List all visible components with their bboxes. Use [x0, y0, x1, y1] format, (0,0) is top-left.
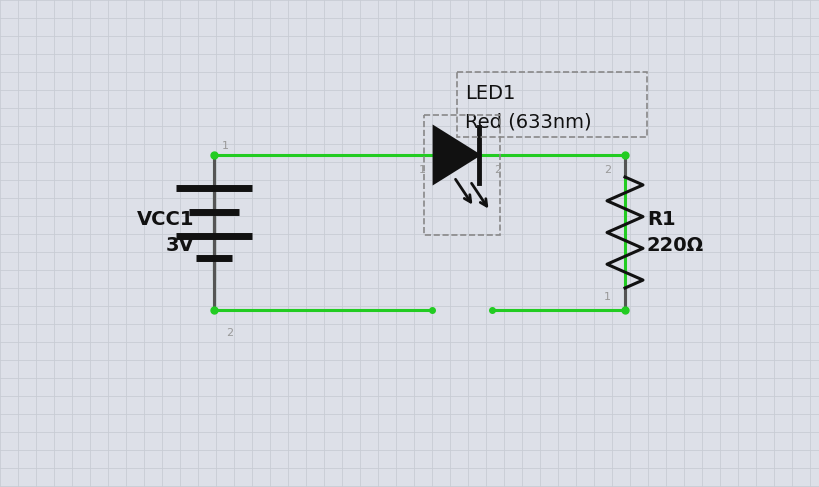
Bar	[457, 72, 647, 137]
Text: LED1
Red (633nm): LED1 Red (633nm)	[465, 84, 591, 131]
Text: 1: 1	[419, 165, 426, 175]
Polygon shape	[434, 127, 479, 183]
Text: 2: 2	[604, 165, 611, 175]
Text: 1: 1	[604, 292, 611, 302]
Text: R1
220Ω: R1 220Ω	[647, 210, 704, 255]
Text: 2: 2	[494, 165, 501, 175]
Bar	[424, 115, 500, 235]
Text: 2: 2	[226, 328, 233, 338]
Text: 1: 1	[222, 141, 229, 151]
Text: VCC1
3V: VCC1 3V	[137, 210, 194, 255]
